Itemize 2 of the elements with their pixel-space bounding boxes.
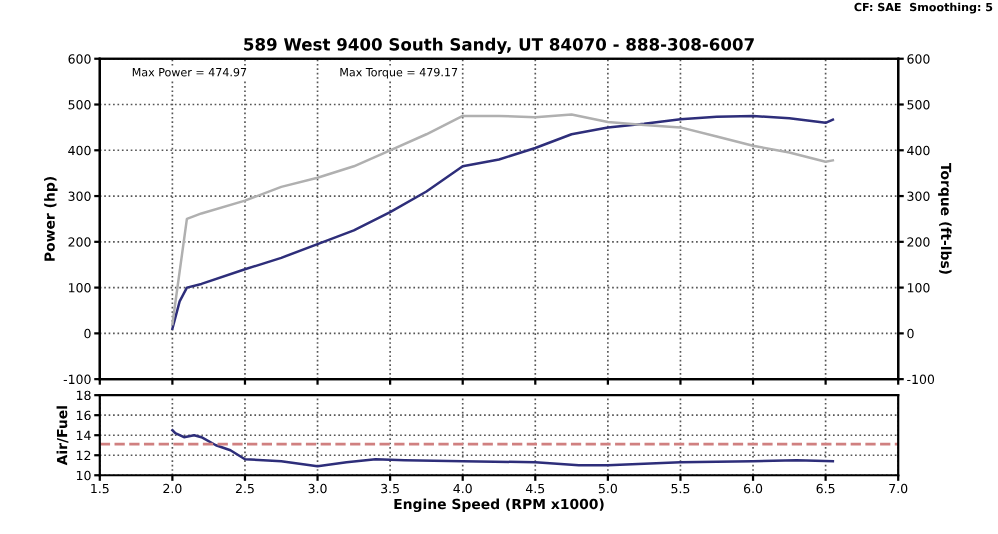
chart-title: 589 West 9400 South Sandy, UT 84070 - 888-308-6007 [244,37,754,54]
line-series [171,428,835,468]
